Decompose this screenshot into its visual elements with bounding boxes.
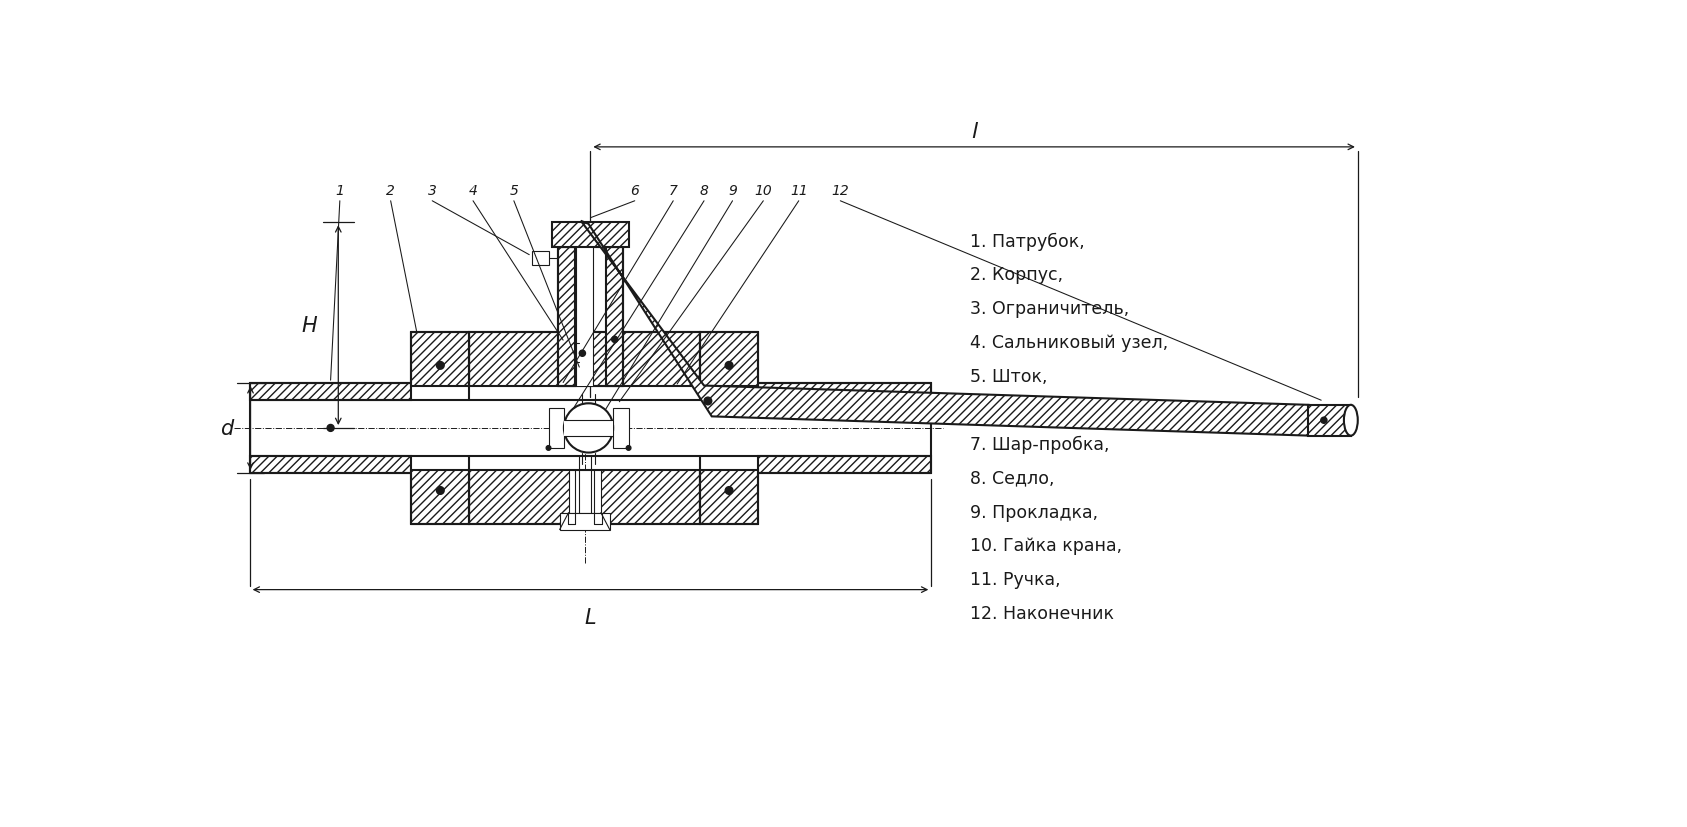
Bar (757, 456, 931, 473)
Circle shape (703, 398, 712, 405)
Text: 12. Наконечник: 12. Наконечник (970, 605, 1113, 623)
Bar (560, 513, 609, 530)
Text: 9. Прокладка,: 9. Прокладка, (970, 503, 1098, 521)
Bar (552, 223, 629, 247)
Text: 3: 3 (428, 184, 437, 198)
Text: 2: 2 (386, 184, 395, 198)
Bar (569, 471, 601, 513)
Text: 8. Седло,: 8. Седло, (970, 469, 1054, 487)
Bar (250, 401, 931, 456)
Text: 8: 8 (700, 184, 709, 198)
Circle shape (725, 487, 732, 495)
Circle shape (725, 362, 732, 370)
Circle shape (1321, 418, 1328, 423)
Bar (757, 384, 931, 401)
Text: 3. Ограничитель,: 3. Ограничитель, (970, 300, 1129, 318)
Text: 2. Корпус,: 2. Корпус, (970, 266, 1063, 284)
Text: L: L (585, 607, 596, 627)
Text: 6: 6 (631, 184, 639, 198)
Circle shape (327, 425, 334, 432)
Bar (412, 332, 469, 386)
Text: 10. Гайка крана,: 10. Гайка крана, (970, 537, 1122, 555)
Text: 4. Сальниковый узел,: 4. Сальниковый узел, (970, 334, 1167, 351)
Bar (469, 332, 700, 386)
Bar (548, 409, 563, 448)
Circle shape (437, 362, 444, 370)
Bar (1309, 405, 1351, 436)
Bar (612, 409, 629, 448)
Text: 10: 10 (754, 184, 773, 198)
Text: 5. Шток,: 5. Шток, (970, 368, 1048, 385)
Text: 5: 5 (509, 184, 518, 198)
Text: 11: 11 (790, 184, 808, 198)
Bar (563, 421, 612, 436)
Text: 4: 4 (469, 184, 477, 198)
Bar (250, 384, 412, 401)
Text: 11. Ручка,: 11. Ручка, (970, 571, 1061, 589)
Text: 1. Патрубок,: 1. Патрубок, (970, 232, 1085, 251)
Text: 6. Гайка,: 6. Гайка, (970, 401, 1051, 419)
Bar (700, 471, 757, 524)
Bar (575, 471, 594, 524)
Bar (533, 251, 550, 265)
Text: 9: 9 (729, 184, 737, 198)
Text: 12: 12 (832, 184, 849, 198)
Circle shape (437, 487, 444, 495)
Bar (469, 471, 700, 524)
Ellipse shape (1345, 405, 1358, 436)
Circle shape (612, 337, 617, 343)
Bar (558, 247, 575, 386)
Circle shape (563, 404, 612, 453)
Bar (700, 332, 757, 386)
Circle shape (626, 446, 631, 451)
Text: H: H (300, 316, 317, 336)
Text: 7. Шар-пробка,: 7. Шар-пробка, (970, 435, 1108, 453)
Circle shape (579, 351, 585, 357)
Bar (412, 471, 469, 524)
Text: 7: 7 (668, 184, 678, 198)
Bar (606, 247, 623, 386)
Bar (577, 247, 594, 386)
Bar (250, 456, 412, 473)
Text: l: l (972, 122, 977, 141)
Circle shape (547, 446, 552, 451)
Text: 1: 1 (336, 184, 344, 198)
Text: d: d (219, 418, 233, 438)
Polygon shape (580, 222, 1309, 436)
